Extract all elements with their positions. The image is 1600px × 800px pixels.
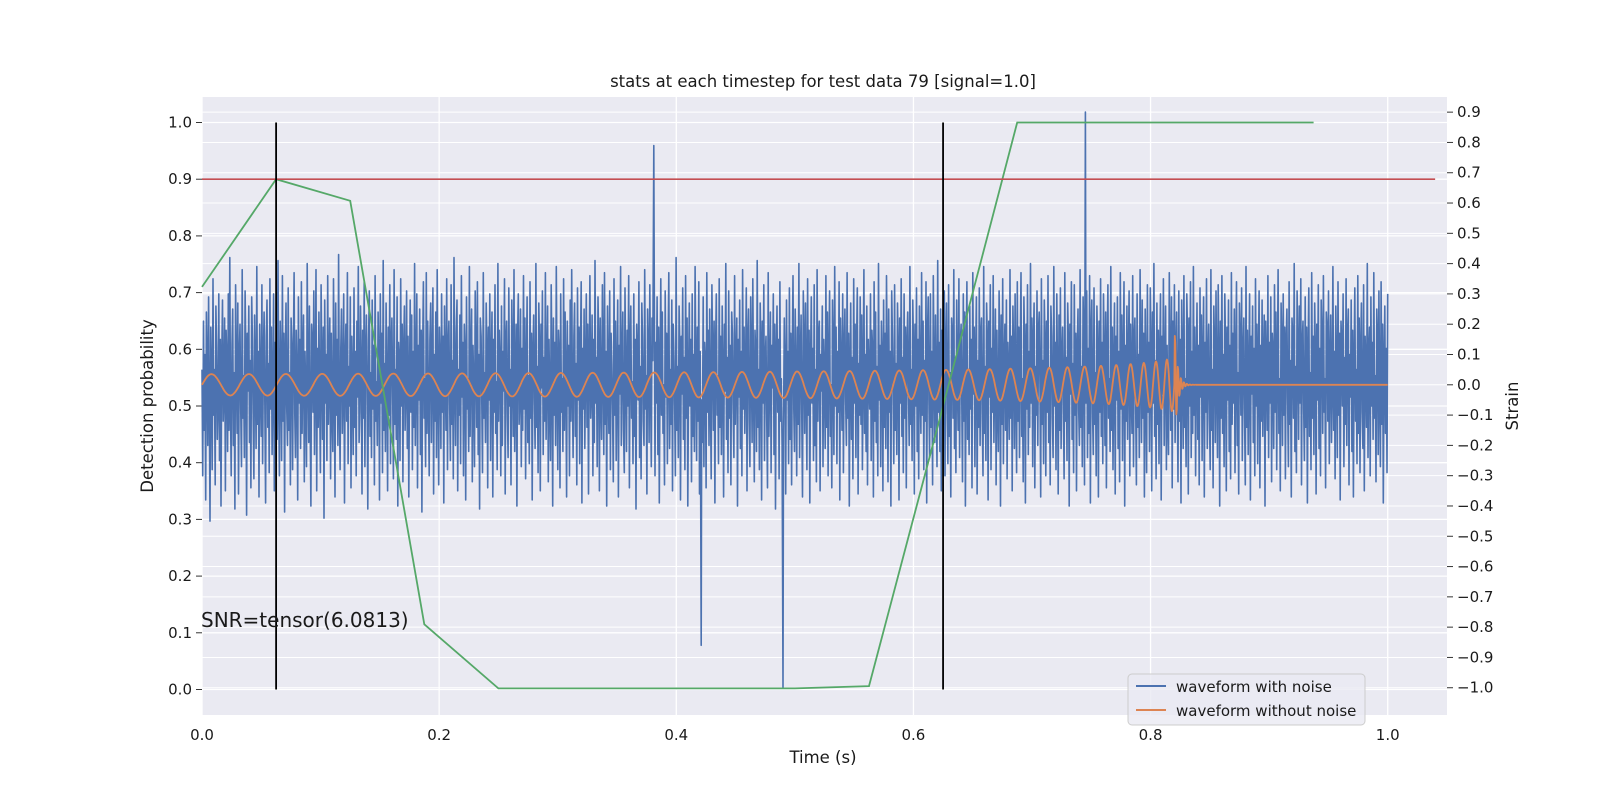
y2-tick-label: 0.1 xyxy=(1457,346,1481,364)
y-tick-label: 0.1 xyxy=(168,624,192,642)
y2-axis-label: Strain xyxy=(1503,382,1522,431)
y2-tick-label: 0.8 xyxy=(1457,133,1481,151)
y-tick-label: 0.8 xyxy=(168,227,192,245)
x-tick-label: 0.6 xyxy=(901,726,925,744)
y2-tick-label: 0.7 xyxy=(1457,164,1481,182)
y2-tick-label: −0.4 xyxy=(1457,497,1493,515)
y-tick-label: 0.5 xyxy=(168,397,192,415)
x-tick-label: 0.4 xyxy=(664,726,688,744)
series-line-probability xyxy=(201,121,1314,690)
y-tick-label: 0.0 xyxy=(168,680,192,698)
x-axis-ticks: 0.0 0.2 0.4 0.6 0.8 1.0 xyxy=(190,726,1400,744)
series-line-noise xyxy=(201,111,1389,689)
legend-label-noise: waveform with noise xyxy=(1176,678,1332,696)
x-tick-label: 0.0 xyxy=(190,726,214,744)
y2-tick-label: 0.0 xyxy=(1457,376,1481,394)
y-axis-ticks: 0.0 0.1 0.2 0.3 0.4 0.5 0.6 0.7 0.8 0.9 1.0 xyxy=(168,114,202,698)
y-tick-label: 1.0 xyxy=(168,114,192,132)
y2-tick-label: 0.3 xyxy=(1457,285,1481,303)
x-tick-label: 1.0 xyxy=(1376,726,1400,744)
y-tick-label: 0.2 xyxy=(168,567,192,585)
y2-tick-label: 0.9 xyxy=(1457,103,1481,121)
y2-tick-label: −0.3 xyxy=(1457,467,1493,485)
x-tick-label: 0.8 xyxy=(1139,726,1163,744)
y-axis-label: Detection probability xyxy=(138,319,157,493)
chart-marks xyxy=(201,111,1436,690)
y2-tick-label: −0.9 xyxy=(1457,648,1493,666)
y-tick-label: 0.6 xyxy=(168,340,192,358)
y-tick-label: 0.4 xyxy=(168,454,192,472)
y2-tick-label: −1.0 xyxy=(1457,679,1493,697)
y2-tick-label: −0.7 xyxy=(1457,588,1493,606)
legend: waveform with noise waveform without noi… xyxy=(1127,673,1366,726)
y-tick-label: 0.7 xyxy=(168,284,192,302)
y2-tick-label: 0.2 xyxy=(1457,315,1481,333)
y2-tick-label: 0.6 xyxy=(1457,194,1481,212)
chart-title: stats at each timestep for test data 79 … xyxy=(610,72,1036,91)
x-axis-label: Time (s) xyxy=(788,748,856,767)
y2-tick-label: −0.2 xyxy=(1457,436,1493,454)
y2-tick-label: 0.5 xyxy=(1457,224,1481,242)
y2-tick-label: −0.1 xyxy=(1457,406,1493,424)
snr-annotation: SNR=tensor(6.0813) xyxy=(201,608,409,632)
y2-tick-label: −0.8 xyxy=(1457,618,1493,636)
legend-box xyxy=(1127,673,1366,726)
x-tick-label: 0.2 xyxy=(427,726,451,744)
y-tick-label: 0.3 xyxy=(168,510,192,528)
y2-tick-label: −0.5 xyxy=(1457,527,1493,545)
y2-axis-ticks: −1.0 −0.9 −0.8 −0.7 −0.6 −0.5 −0.4 −0.3 −0.2 −0.1… xyxy=(1447,103,1493,697)
y2-tick-label: −0.6 xyxy=(1457,558,1493,576)
legend-label-clean: waveform without noise xyxy=(1176,702,1356,720)
y-tick-label: 0.9 xyxy=(168,170,192,188)
y2-tick-label: 0.4 xyxy=(1457,255,1481,273)
series-line-clean xyxy=(201,334,1389,416)
